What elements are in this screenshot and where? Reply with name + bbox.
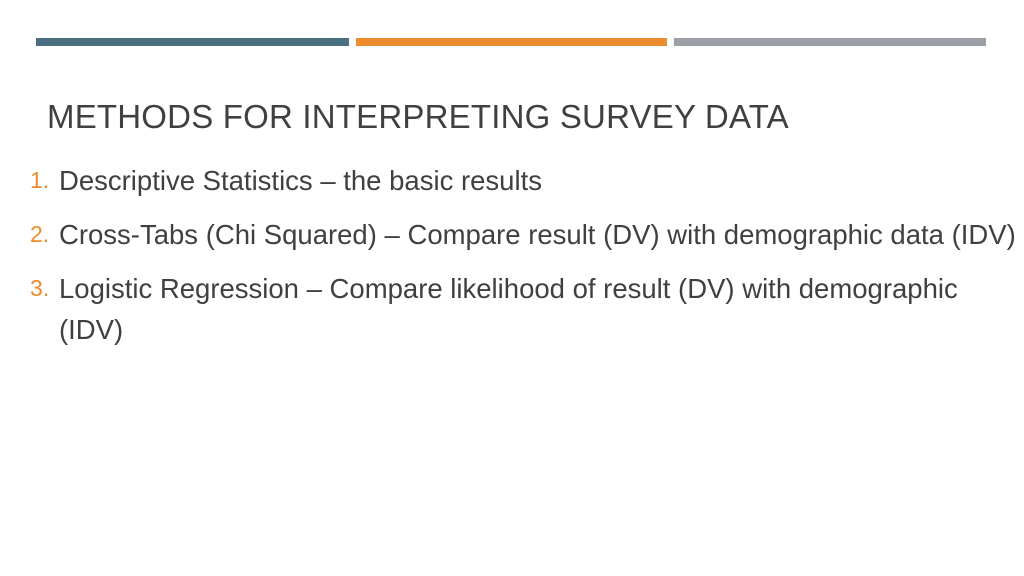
list-item: 1. Descriptive Statistics – the basic re…: [0, 160, 1024, 201]
accent-bar-gray: [674, 38, 986, 46]
list-item-number: 2.: [30, 221, 50, 247]
list-item: 2. Cross-Tabs (Chi Squared) – Compare re…: [0, 214, 1024, 255]
slide-title: METHODS FOR INTERPRETING SURVEY DATA: [47, 98, 789, 135]
list-item-text: Cross-Tabs (Chi Squared) – Compare resul…: [59, 219, 1016, 250]
numbered-list: 1. Descriptive Statistics – the basic re…: [0, 160, 1024, 350]
list-item-number: 3.: [30, 275, 50, 301]
accent-bar-teal: [36, 38, 349, 46]
list-item: 3. Logistic Regression – Compare likelih…: [0, 268, 1024, 350]
list-item-number: 1.: [30, 167, 50, 193]
accent-bar-orange: [356, 38, 667, 46]
list-item-text: Descriptive Statistics – the basic resul…: [59, 165, 542, 196]
list-item-text: Logistic Regression – Compare likelihood…: [59, 273, 958, 345]
